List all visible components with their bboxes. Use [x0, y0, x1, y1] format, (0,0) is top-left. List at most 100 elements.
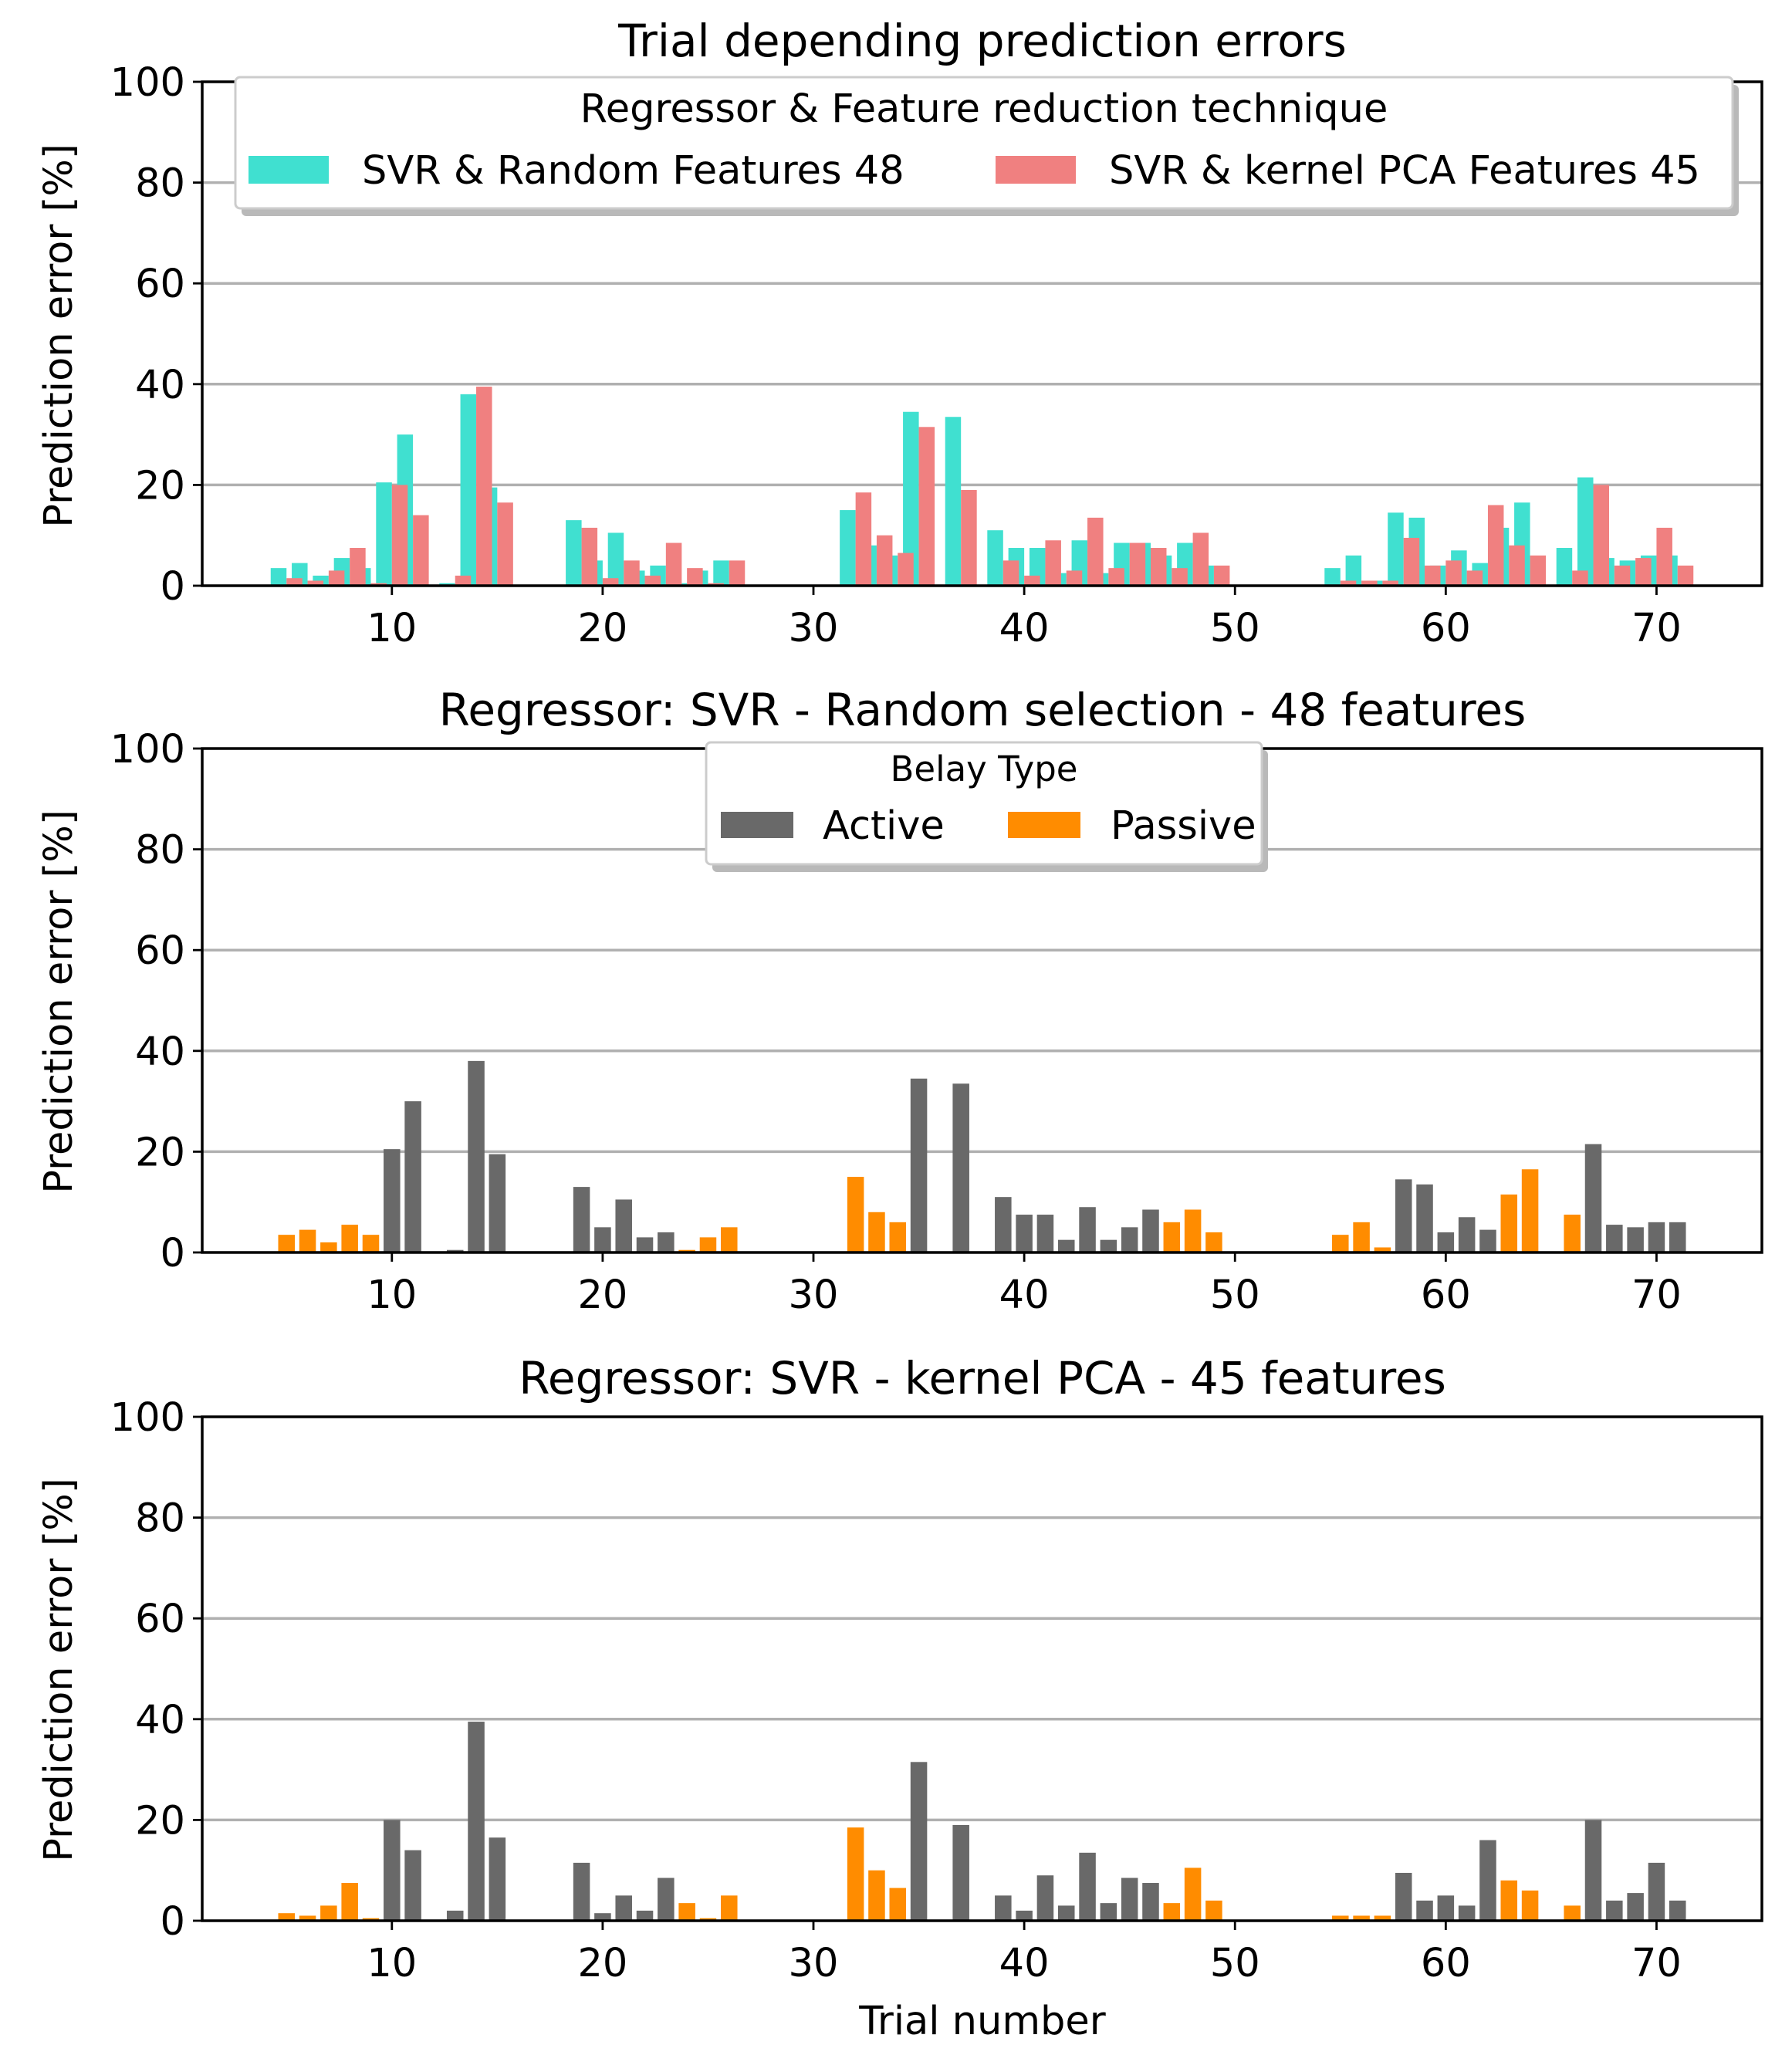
x-tick-label: 40 — [999, 606, 1050, 651]
bar-random-trial-39 — [987, 530, 1003, 586]
bar-active-trial-59 — [1416, 1900, 1433, 1921]
y-tick-label: 60 — [135, 262, 185, 307]
bar-active-trial-44 — [1100, 1903, 1117, 1921]
bar-passive-trial-7 — [320, 1905, 337, 1921]
y-tick-label: 0 — [161, 1899, 185, 1945]
bar-kpca-trial-56 — [1361, 580, 1378, 586]
bar-random-trial-37 — [945, 417, 962, 586]
bar-passive-trial-55 — [1332, 1915, 1349, 1921]
bar-active-trial-42 — [1057, 1905, 1075, 1921]
bar-passive-trial-57 — [1374, 1247, 1391, 1252]
bar-kpca-trial-20 — [602, 578, 619, 586]
bar-kpca-trial-24 — [687, 568, 703, 586]
x-tick-label: 20 — [577, 1941, 627, 1986]
x-tick-label: 60 — [1421, 1273, 1471, 1318]
bar-random-trial-56 — [1345, 555, 1362, 586]
bar-kpca-trial-5 — [286, 578, 303, 586]
bar-kpca-trial-22 — [644, 575, 661, 586]
bar-active-trial-14 — [468, 1060, 485, 1252]
y-tick-label: 40 — [135, 1698, 185, 1743]
bar-random-trial-14 — [460, 394, 477, 586]
bar-kpca-trial-11 — [413, 515, 429, 586]
bar-passive-trial-56 — [1353, 1222, 1370, 1252]
bar-active-trial-58 — [1395, 1179, 1412, 1252]
x-tick-label: 50 — [1210, 1273, 1260, 1318]
bar-kpca-trial-58 — [1403, 537, 1420, 586]
bar-kpca-trial-63 — [1509, 545, 1525, 586]
y-tick-label: 100 — [110, 1395, 185, 1441]
bar-kpca-trial-41 — [1045, 540, 1061, 586]
bar-kpca-trial-6 — [307, 580, 324, 586]
bar-active-trial-60 — [1437, 1232, 1455, 1252]
bar-active-trial-71 — [1669, 1900, 1686, 1921]
bar-kpca-trial-42 — [1066, 570, 1083, 586]
bar-active-trial-67 — [1584, 1820, 1602, 1921]
x-tick-label: 50 — [1210, 606, 1260, 651]
bar-active-trial-23 — [658, 1878, 675, 1921]
x-tick-label: 70 — [1631, 1941, 1682, 1986]
bar-random-trial-32 — [840, 510, 856, 586]
bar-active-trial-23 — [658, 1232, 675, 1252]
bar-kpca-trial-55 — [1340, 580, 1357, 586]
chart-title: Trial depending prediction errors — [617, 15, 1347, 67]
bar-active-trial-68 — [1606, 1225, 1623, 1252]
bar-active-trial-15 — [489, 1837, 506, 1921]
y-axis-label: Prediction error [%] — [36, 809, 82, 1194]
bar-passive-trial-49 — [1205, 1900, 1222, 1921]
bar-active-trial-40 — [1016, 1215, 1033, 1252]
bar-kpca-trial-49 — [1213, 565, 1230, 586]
bar-kpca-trial-48 — [1192, 532, 1209, 586]
x-tick-label: 60 — [1421, 606, 1471, 651]
bar-passive-trial-47 — [1163, 1222, 1181, 1252]
bar-passive-trial-66 — [1564, 1905, 1581, 1921]
y-tick-label: 0 — [161, 1231, 185, 1276]
bar-passive-trial-25 — [699, 1237, 717, 1252]
bar-random-trial-26 — [713, 560, 729, 586]
bar-kpca-trial-69 — [1635, 558, 1652, 586]
bar-passive-trial-66 — [1564, 1215, 1581, 1252]
x-tick-label: 70 — [1631, 606, 1682, 651]
bar-active-trial-68 — [1606, 1900, 1623, 1921]
bar-kpca-trial-59 — [1425, 565, 1441, 586]
bar-active-trial-11 — [404, 1850, 421, 1921]
bar-kpca-trial-35 — [918, 427, 935, 586]
bar-passive-trial-32 — [847, 1827, 864, 1921]
y-tick-label: 80 — [135, 1496, 185, 1542]
bar-passive-trial-6 — [299, 1229, 316, 1252]
bar-active-trial-42 — [1057, 1239, 1075, 1252]
plot-frame — [201, 1415, 1763, 1922]
bar-passive-trial-48 — [1184, 1209, 1202, 1252]
bar-passive-trial-9 — [362, 1235, 380, 1252]
x-tick-label: 10 — [367, 1941, 417, 1986]
x-tick-label: 50 — [1210, 1941, 1260, 1986]
bar-kpca-trial-39 — [1003, 560, 1019, 586]
legend-swatch-active — [721, 812, 793, 838]
legend: Belay Type Active Passive — [705, 741, 1268, 872]
bar-kpca-trial-57 — [1382, 580, 1398, 586]
y-tick-label: 20 — [135, 1130, 185, 1175]
bar-random-trial-19 — [566, 520, 582, 586]
bar-kpca-trial-23 — [665, 542, 682, 586]
bar-active-trial-62 — [1479, 1229, 1496, 1252]
bar-kpca-trial-14 — [476, 387, 492, 586]
bar-active-trial-46 — [1142, 1209, 1159, 1252]
bar-active-trial-40 — [1016, 1910, 1033, 1921]
bar-kpca-trial-19 — [581, 527, 598, 586]
legend-swatch-kpca — [996, 156, 1076, 184]
x-tick-label: 60 — [1421, 1941, 1471, 1986]
bar-active-trial-39 — [995, 1197, 1012, 1252]
bar-passive-trial-48 — [1184, 1867, 1202, 1921]
bar-passive-trial-63 — [1500, 1194, 1518, 1252]
bar-active-trial-41 — [1036, 1875, 1054, 1921]
bar-active-trial-67 — [1584, 1144, 1602, 1252]
x-tick-label: 30 — [789, 1273, 839, 1318]
bar-kpca-trial-45 — [1129, 542, 1146, 586]
bar-passive-trial-33 — [868, 1212, 885, 1252]
y-axis-label: Prediction error [%] — [36, 1478, 82, 1862]
bar-kpca-trial-8 — [350, 548, 366, 586]
bar-passive-trial-34 — [889, 1888, 907, 1921]
bar-passive-trial-5 — [278, 1913, 296, 1921]
y-tick-label: 100 — [110, 727, 185, 772]
x-tick-label: 70 — [1631, 1273, 1682, 1318]
